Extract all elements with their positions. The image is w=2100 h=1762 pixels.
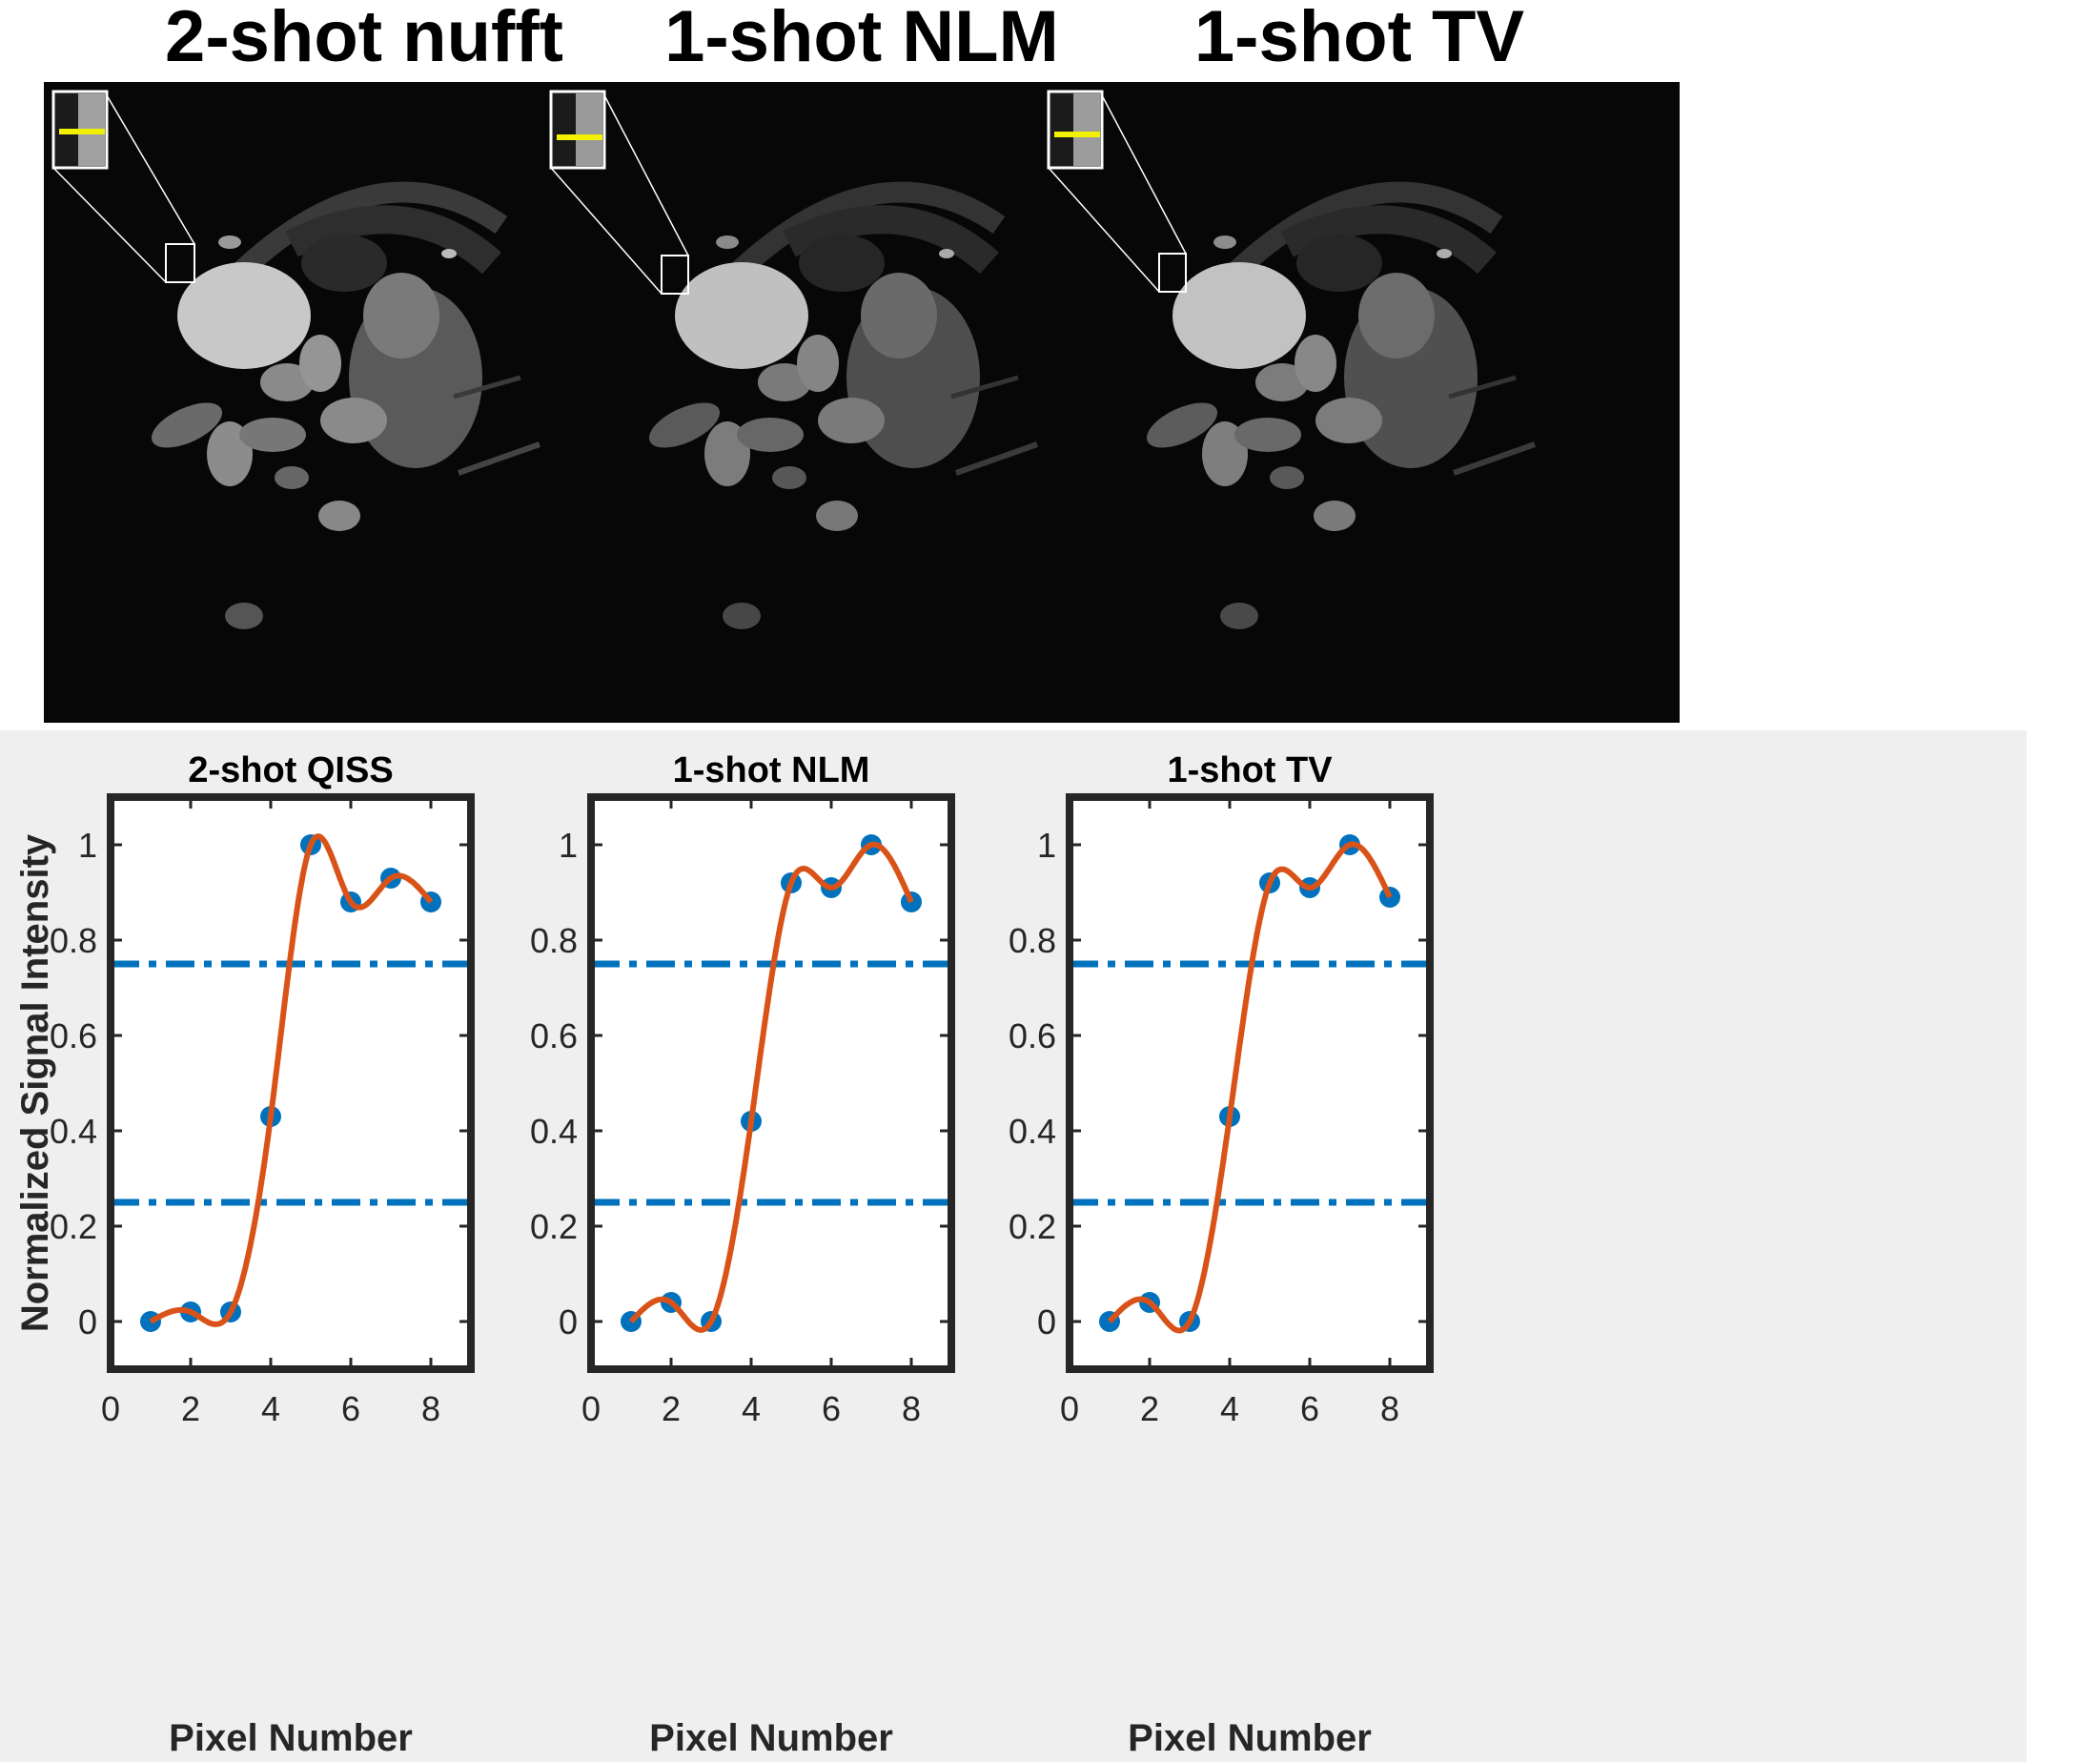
- chart-1-x-tick-label: 6: [341, 1389, 360, 1428]
- chart-3-plot-area: [1070, 797, 1430, 1369]
- mri-anatomy: [648, 181, 1038, 629]
- chart-3-y-tick-label: 1: [1037, 826, 1056, 865]
- chart-3-y-tick-label: 0: [1037, 1302, 1056, 1342]
- chart-1-y-tick-label: 0.8: [50, 921, 97, 960]
- zoom-connector-line: [1048, 167, 1160, 293]
- profile-charts-area: 2-shot QISS 0 2 4 6 8 0 0.2 0.4 0.6 0.8 1 Pixel Numb…: [0, 730, 2027, 1762]
- zoom-connector-line: [52, 167, 167, 283]
- chart-2-y-tick-label: 0.2: [530, 1207, 578, 1246]
- mri-anatomy: [151, 181, 540, 629]
- chart-1-y-tick-label: 0: [78, 1302, 97, 1342]
- zoom-inset-bright-region: [1073, 93, 1100, 166]
- chart-2-y-tick-label: 0: [559, 1302, 578, 1342]
- chart-2-x-tick-label: 0: [581, 1389, 601, 1428]
- image-title-1shot-nlm: 1-shot NLM: [664, 0, 1059, 77]
- image-title-1shot-tv: 1-shot TV: [1193, 0, 1525, 77]
- zoom-region-box: [1158, 253, 1187, 293]
- mri-anatomy: [1146, 181, 1536, 629]
- chart-3-title: 1-shot TV: [1167, 750, 1333, 790]
- chart-1-x-tick-label: 4: [261, 1389, 280, 1428]
- chart-3-x-tick-label: 0: [1060, 1389, 1079, 1428]
- zoom-connector-line: [1101, 94, 1187, 255]
- chart-3-x-tick-label: 6: [1300, 1389, 1319, 1428]
- chart-1-fit-curve: [149, 833, 434, 1327]
- chart-1-y-tick-label: 0.6: [50, 1016, 97, 1055]
- zoom-connector-line: [603, 94, 689, 256]
- chart-2-x-tick-label: 8: [902, 1389, 921, 1428]
- chart-1-x-tick-label: 8: [421, 1389, 440, 1428]
- chart-2-y-tick-label: 0.8: [530, 921, 578, 960]
- chart-3-y-tick-label: 0.2: [1009, 1207, 1056, 1246]
- chart-3-y-tick-label: 0.4: [1009, 1112, 1056, 1151]
- mri-image-1shot-nlm-graphic: [549, 90, 1038, 629]
- chart-3-y-tick-label: 0.6: [1009, 1016, 1056, 1055]
- chart-3-x-tick-label: 2: [1140, 1389, 1159, 1428]
- chart-2-y-tick-label: 1: [559, 826, 578, 865]
- chart-1-x-tick-label: 0: [101, 1389, 120, 1428]
- chart-3-x-axis-label: Pixel Number: [1128, 1717, 1372, 1759]
- chart-1-x-axis-label: Pixel Number: [169, 1717, 413, 1759]
- chart-3-y-tick-label: 0.8: [1009, 921, 1056, 960]
- chart-2-y-tick-label: 0.6: [530, 1016, 578, 1055]
- chart-1-x-tick-label: 2: [181, 1389, 200, 1428]
- zoom-connector-line: [550, 167, 663, 295]
- chart-2-axes-frame: [587, 793, 955, 1373]
- zoom-region-box: [661, 255, 689, 295]
- mri-image-2shot-nufft-graphic: [51, 90, 540, 629]
- chart-1-y-tick-label: 0.2: [50, 1207, 97, 1246]
- mri-image-1shot-tv-graphic: [1047, 90, 1536, 629]
- chart-2-x-tick-label: 4: [742, 1389, 761, 1428]
- chart-1-y-tick-label: 1: [78, 826, 97, 865]
- chart-2-title: 1-shot NLM: [673, 750, 870, 790]
- chart-2-x-tick-label: 2: [662, 1389, 681, 1428]
- chart-2-plot-area: [591, 797, 951, 1369]
- chart-2-x-tick-label: 6: [822, 1389, 841, 1428]
- chart-2-x-axis-label: Pixel Number: [649, 1717, 893, 1759]
- profile-charts: 2-shot QISS 0 2 4 6 8 0 0.2 0.4 0.6 0.8 1 Pixel Numb…: [14, 750, 1434, 1759]
- zoom-connector-line: [106, 94, 195, 245]
- zoom-inset-bright-region: [576, 93, 602, 166]
- chart-3-x-tick-label: 4: [1220, 1389, 1239, 1428]
- chart-2-fit-curve: [628, 841, 914, 1333]
- chart-3-x-tick-label: 8: [1380, 1389, 1399, 1428]
- chart-1-y-tick-label: 0.4: [50, 1112, 97, 1151]
- chart-1-title: 2-shot QISS: [188, 750, 393, 790]
- chart-1-y-axis-label: Normalized Signal Intensity: [14, 833, 56, 1332]
- image-title-2shot-nufft: 2-shot nufft: [165, 0, 563, 77]
- chart-1-axes-frame: [107, 793, 475, 1373]
- zoom-region-box: [165, 243, 195, 283]
- chart-3-fit-curve: [1107, 841, 1393, 1334]
- chart-3-axes-frame: [1066, 793, 1434, 1373]
- mri-image-1shot-tv: [1039, 82, 1680, 723]
- chart-1-plot-area: [111, 797, 471, 1369]
- chart-2-y-tick-label: 0.4: [530, 1112, 578, 1151]
